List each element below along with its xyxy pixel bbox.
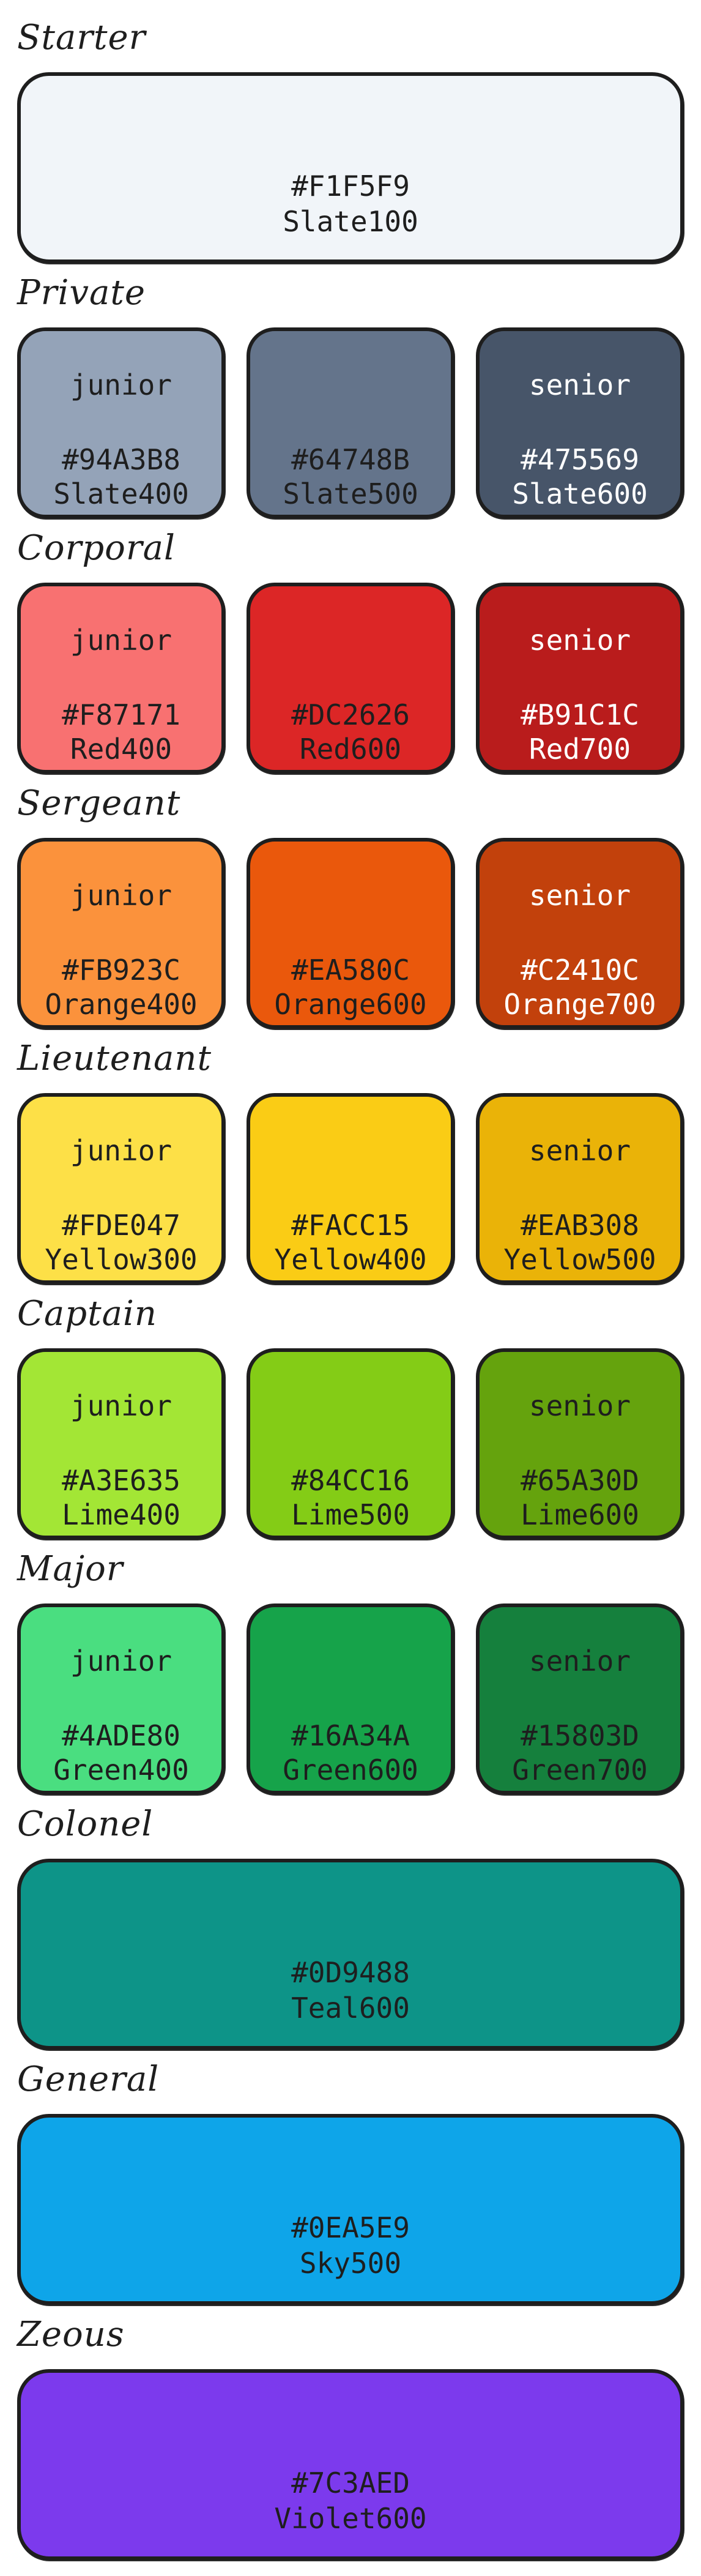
color-swatch-slate400: junior #94A3B8 Slate400 — [17, 327, 225, 518]
color-swatch-orange700: senior #C2410C Orange700 — [476, 838, 684, 1029]
swatch-color-name: Teal600 — [291, 1992, 410, 2025]
color-swatch-lime500: #84CC16 Lime500 — [247, 1348, 454, 1539]
swatch-tier-label: senior — [529, 879, 631, 912]
swatch-color-name: Red400 — [70, 733, 172, 766]
swatch-color-name: Slate600 — [512, 477, 648, 510]
color-swatch-red700: senior #B91C1C Red700 — [476, 583, 684, 774]
color-swatch-slate100: #F1F5F9 Slate100 — [17, 72, 684, 263]
swatch-tier-label: senior — [529, 368, 631, 401]
swatch-color-name: Green400 — [53, 1753, 189, 1786]
swatch-tier-label: senior — [529, 1134, 631, 1167]
rank-title-starter: Starter — [17, 18, 146, 58]
swatch-hex-code: #FACC15 — [291, 1209, 410, 1242]
swatch-hex-code: #F1F5F9 — [291, 170, 410, 203]
swatch-color-name: Yellow500 — [503, 1243, 656, 1276]
swatch-hex-code: #65A30D — [521, 1464, 639, 1497]
color-swatch-teal600: #0D9488 Teal600 — [17, 1859, 684, 2050]
rank-title-colonel: Colonel — [17, 1804, 154, 1844]
swatch-color-name: Slate400 — [53, 477, 189, 510]
swatch-hex-code: #16A34A — [291, 1719, 410, 1752]
swatch-hex-code: #EA580C — [291, 954, 410, 987]
color-swatch-yellow500: senior #EAB308 Yellow500 — [476, 1093, 684, 1284]
color-swatch-yellow300: junior #FDE047 Yellow300 — [17, 1093, 225, 1284]
color-swatch-violet600: #7C3AED Violet600 — [17, 2369, 684, 2560]
rank-title-zeous: Zeous — [17, 2315, 125, 2354]
swatch-tier-label: junior — [70, 1645, 172, 1678]
swatch-tier-label: junior — [70, 624, 172, 657]
swatch-color-name: Yellow300 — [45, 1243, 198, 1276]
color-swatch-yellow400: #FACC15 Yellow400 — [247, 1093, 454, 1284]
swatch-color-name: Lime500 — [291, 1498, 410, 1531]
color-swatch-slate500: #64748B Slate500 — [247, 327, 454, 518]
swatch-tier-label: senior — [529, 1645, 631, 1678]
swatch-hex-code: #94A3B8 — [62, 443, 180, 476]
swatch-color-name: Slate500 — [283, 477, 418, 510]
rank-title-major: Major — [17, 1549, 124, 1589]
swatch-hex-code: #EAB308 — [521, 1209, 639, 1242]
swatch-hex-code: #15803D — [521, 1719, 639, 1752]
swatch-color-name: Yellow400 — [274, 1243, 427, 1276]
swatch-color-name: Red700 — [529, 733, 631, 766]
swatch-color-name: Green600 — [283, 1753, 418, 1786]
swatch-tier-label: junior — [70, 1134, 172, 1167]
swatch-color-name: Orange600 — [274, 988, 427, 1021]
rank-title-sergeant: Sergeant — [17, 783, 181, 823]
swatch-color-name: Orange700 — [503, 988, 656, 1021]
swatch-hex-code: #64748B — [291, 443, 410, 476]
swatch-color-name: Slate100 — [283, 205, 418, 238]
color-swatch-slate600: senior #475569 Slate600 — [476, 327, 684, 518]
color-swatch-orange400: junior #FB923C Orange400 — [17, 838, 225, 1029]
swatch-hex-code: #A3E635 — [62, 1464, 180, 1497]
swatch-hex-code: #4ADE80 — [62, 1719, 180, 1752]
color-swatch-lime600: senior #65A30D Lime600 — [476, 1348, 684, 1539]
color-swatch-sky500: #0EA5E9 Sky500 — [17, 2114, 684, 2305]
color-swatch-red400: junior #F87171 Red400 — [17, 583, 225, 774]
swatch-color-name: Orange400 — [45, 988, 198, 1021]
swatch-hex-code: #DC2626 — [291, 698, 410, 731]
color-swatch-green600: #16A34A Green600 — [247, 1603, 454, 1794]
swatch-hex-code: #475569 — [521, 443, 639, 476]
rank-title-private: Private — [17, 273, 146, 313]
swatch-hex-code: #7C3AED — [291, 2466, 410, 2499]
swatch-hex-code: #B91C1C — [521, 698, 639, 731]
swatch-hex-code: #C2410C — [521, 954, 639, 987]
swatch-tier-label: junior — [70, 1389, 172, 1422]
swatch-tier-label: senior — [529, 624, 631, 657]
swatch-hex-code: #FDE047 — [62, 1209, 180, 1242]
swatch-color-name: Lime400 — [62, 1498, 180, 1531]
swatch-hex-code: #F87171 — [62, 698, 180, 731]
color-swatch-orange600: #EA580C Orange600 — [247, 838, 454, 1029]
swatch-color-name: Sky500 — [299, 2247, 402, 2280]
rank-title-general: General — [17, 2059, 160, 2099]
swatch-color-name: Violet600 — [274, 2502, 427, 2535]
swatch-hex-code: #FB923C — [62, 954, 180, 987]
swatch-hex-code: #0EA5E9 — [291, 2211, 410, 2244]
swatch-hex-code: #0D9488 — [291, 1956, 410, 1989]
swatch-color-name: Lime600 — [521, 1498, 639, 1531]
swatch-tier-label: junior — [70, 368, 172, 401]
swatch-tier-label: senior — [529, 1389, 631, 1422]
rank-title-captain: Captain — [17, 1294, 157, 1334]
color-swatch-green700: senior #15803D Green700 — [476, 1603, 684, 1794]
swatch-color-name: Green700 — [512, 1753, 648, 1786]
rank-title-lieutenant: Lieutenant — [17, 1039, 212, 1078]
color-swatch-green400: junior #4ADE80 Green400 — [17, 1603, 225, 1794]
color-swatch-lime400: junior #A3E635 Lime400 — [17, 1348, 225, 1539]
swatch-hex-code: #84CC16 — [291, 1464, 410, 1497]
rank-title-corporal: Corporal — [17, 528, 176, 568]
color-swatch-red600: #DC2626 Red600 — [247, 583, 454, 774]
swatch-tier-label: junior — [70, 879, 172, 912]
swatch-color-name: Red600 — [299, 733, 402, 766]
